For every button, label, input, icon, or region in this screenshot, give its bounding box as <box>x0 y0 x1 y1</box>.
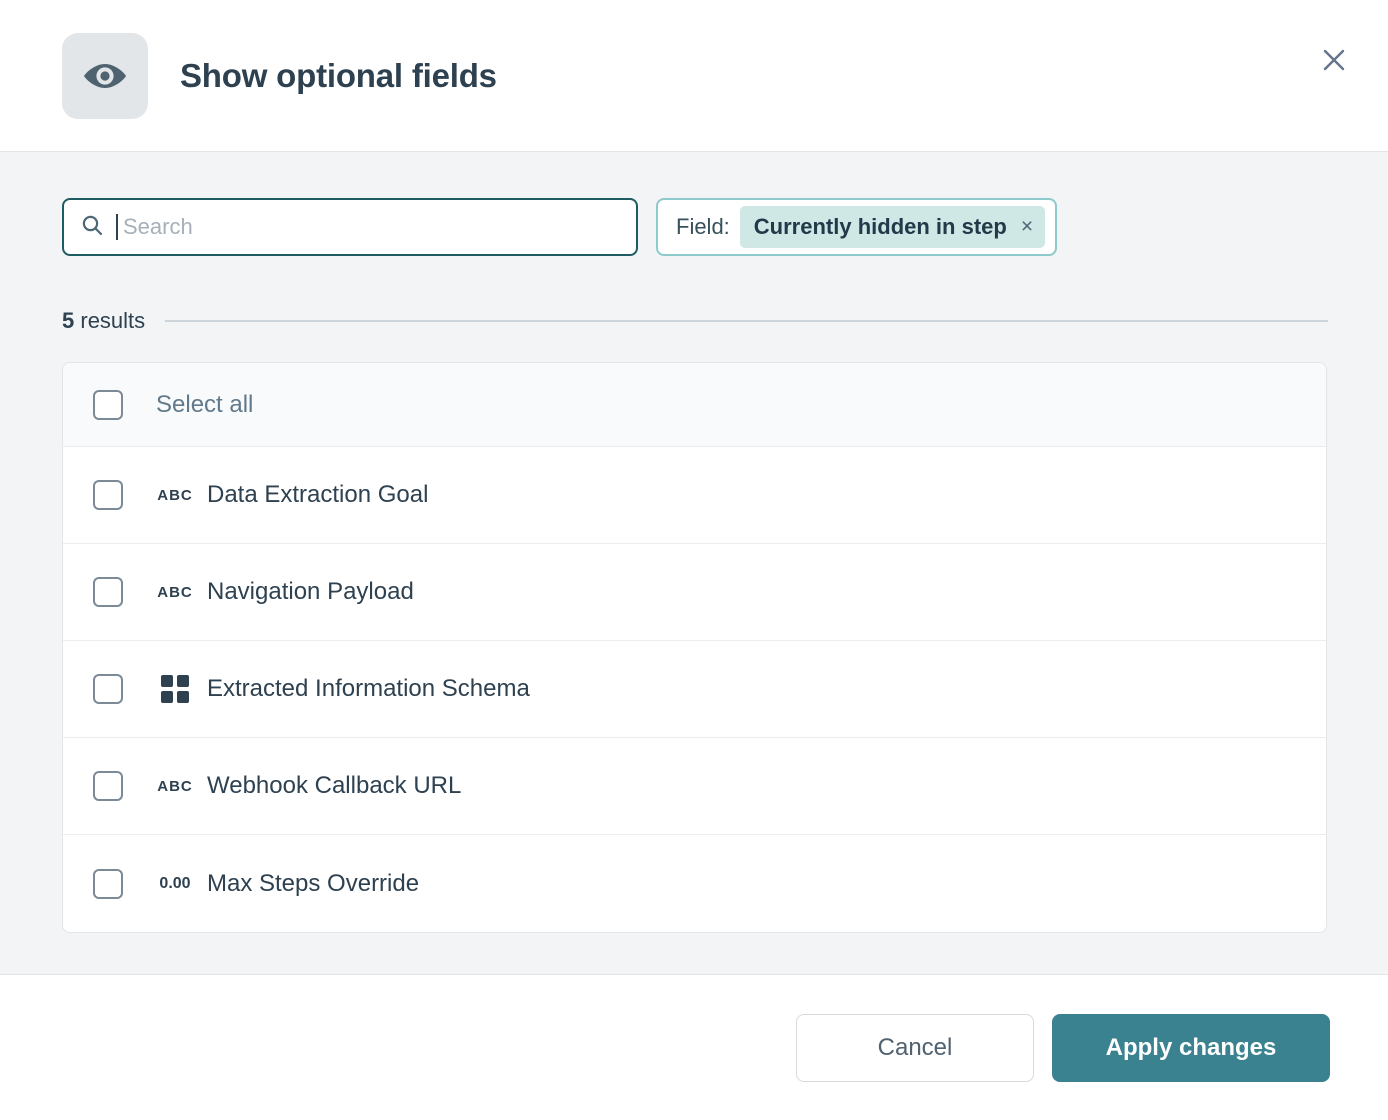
page-title: Show optional fields <box>180 56 497 94</box>
field-type-glyph: ABC <box>157 777 193 795</box>
number-field-icon: 0.00 <box>157 875 193 893</box>
remove-filter-icon[interactable]: × <box>1020 214 1034 238</box>
search-placeholder: Search <box>123 214 193 239</box>
field-type-glyph: ABC <box>157 583 193 601</box>
results-count-text: 5 results <box>62 308 145 334</box>
grid-cell <box>161 691 173 703</box>
dialog-body: Search Field: Currently hidden in step ×… <box>0 152 1388 975</box>
list-item[interactable]: ABC Navigation Payload <box>63 544 1326 641</box>
select-all-row[interactable]: Select all <box>63 363 1326 447</box>
search-icon <box>80 213 104 242</box>
search-input[interactable]: Search <box>62 198 638 256</box>
cancel-button[interactable]: Cancel <box>796 1013 1034 1082</box>
divider <box>165 320 1328 322</box>
grid-glyph <box>161 675 189 703</box>
list-item[interactable]: 0.00 Max Steps Override <box>63 835 1326 932</box>
grid-cell <box>177 691 189 703</box>
select-all-label: Select all <box>156 390 254 418</box>
select-all-checkbox[interactable] <box>93 389 123 420</box>
field-filter-chip[interactable]: Field: Currently hidden in step × <box>656 198 1058 256</box>
text-field-icon: ABC <box>157 487 193 504</box>
field-label: Extracted Information Schema <box>207 675 530 702</box>
row-checkbox[interactable] <box>93 577 123 607</box>
dialog-header: Show optional fields <box>0 0 1388 152</box>
list-item[interactable]: ABC Data Extraction Goal <box>63 447 1326 544</box>
dialog-footer: Cancel Apply changes <box>0 975 1388 1120</box>
results-suffix: results <box>74 308 146 333</box>
list-item[interactable]: ABC Webhook Callback URL <box>63 738 1326 835</box>
filter-chip-label: Field: <box>676 214 730 239</box>
results-count: 5 <box>62 308 75 333</box>
field-type-glyph: 0.00 <box>159 874 191 892</box>
filter-chip-pill[interactable]: Currently hidden in step × <box>739 206 1046 248</box>
apply-changes-button[interactable]: Apply changes <box>1052 1013 1330 1082</box>
grid-cell <box>161 675 173 687</box>
row-checkbox[interactable] <box>93 480 123 510</box>
field-type-glyph: ABC <box>157 486 193 504</box>
optional-fields-list: Select all ABC Data Extraction Goal ABC … <box>62 362 1327 933</box>
field-label: Max Steps Override <box>207 869 420 897</box>
text-cursor <box>116 214 118 240</box>
text-field-icon: ABC <box>157 584 193 601</box>
grid-cell <box>177 675 189 687</box>
row-checkbox[interactable] <box>93 674 123 704</box>
filter-chip-value: Currently hidden in step <box>753 214 1007 239</box>
results-summary: 5 results <box>62 308 1328 334</box>
list-item[interactable]: Extracted Information Schema <box>63 641 1326 738</box>
filter-row: Search Field: Currently hidden in step × <box>62 198 1328 256</box>
field-label: Navigation Payload <box>207 578 414 605</box>
row-checkbox[interactable] <box>93 868 123 899</box>
text-field-icon: ABC <box>157 778 193 795</box>
field-label: Webhook Callback URL <box>207 772 462 799</box>
close-icon[interactable] <box>1314 40 1354 80</box>
object-field-icon <box>157 675 193 703</box>
row-checkbox[interactable] <box>93 771 123 801</box>
eye-icon <box>62 32 148 119</box>
field-label: Data Extraction Goal <box>207 481 429 508</box>
